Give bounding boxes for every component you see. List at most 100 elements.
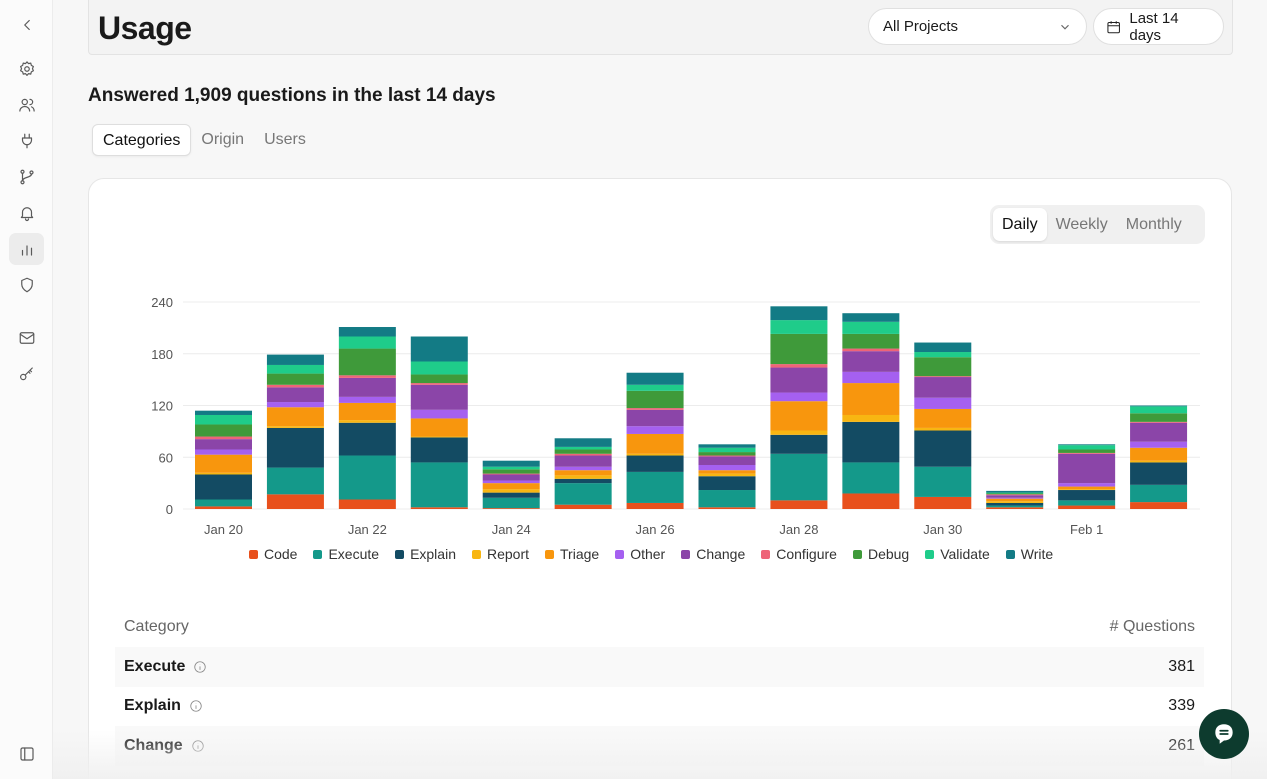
bar-segment[interactable]: [338, 375, 396, 378]
bar-segment[interactable]: [1058, 505, 1116, 509]
bar-segment[interactable]: [914, 496, 972, 509]
bar-segment[interactable]: [1130, 413, 1188, 422]
bar-segment[interactable]: [770, 320, 828, 334]
bar-segment[interactable]: [554, 438, 612, 447]
bar-segment[interactable]: [914, 357, 972, 377]
bar-segment[interactable]: [338, 348, 396, 376]
legend-item[interactable]: Other: [615, 546, 665, 562]
bar-segment[interactable]: [1058, 486, 1116, 490]
bar-segment[interactable]: [914, 377, 972, 398]
bar-segment[interactable]: [770, 367, 828, 393]
bar-segment[interactable]: [842, 371, 900, 384]
bar-segment[interactable]: [698, 456, 756, 466]
bar-segment[interactable]: [482, 492, 540, 498]
bar-segment[interactable]: [770, 434, 828, 454]
bar-segment[interactable]: [195, 474, 252, 500]
bar-segment[interactable]: [1130, 447, 1188, 461]
bar-segment[interactable]: [698, 507, 756, 509]
bar-segment[interactable]: [986, 505, 1044, 508]
bar-segment[interactable]: [986, 493, 1044, 495]
bar-segment[interactable]: [1130, 502, 1188, 509]
bar-segment[interactable]: [410, 374, 468, 384]
bar-segment[interactable]: [626, 372, 684, 385]
bar-segment[interactable]: [1058, 445, 1116, 450]
bar-segment[interactable]: [195, 506, 252, 509]
bar-segment[interactable]: [554, 504, 612, 509]
legend-item[interactable]: Write: [1005, 546, 1053, 562]
info-icon[interactable]: [189, 699, 203, 713]
legend-item[interactable]: Change: [681, 546, 745, 562]
bar-segment[interactable]: [338, 455, 396, 500]
bar-segment[interactable]: [266, 384, 324, 388]
bar-segment[interactable]: [1130, 422, 1188, 442]
bar-segment[interactable]: [410, 383, 468, 385]
legend-item[interactable]: Explain: [395, 546, 456, 562]
bar-segment[interactable]: [986, 495, 1044, 498]
table-row[interactable]: Change 261: [115, 726, 1204, 766]
bar-segment[interactable]: [1058, 453, 1116, 484]
bar-segment[interactable]: [266, 467, 324, 495]
bar-segment[interactable]: [195, 449, 252, 455]
bar-segment[interactable]: [266, 402, 324, 408]
bar-segment[interactable]: [914, 376, 972, 378]
bar-segment[interactable]: [554, 475, 612, 479]
bar-segment[interactable]: [1058, 500, 1116, 506]
bar-segment[interactable]: [554, 455, 612, 467]
bar-segment[interactable]: [338, 499, 396, 509]
bar-segment[interactable]: [554, 449, 612, 454]
bar-segment[interactable]: [698, 476, 756, 491]
bar-segment[interactable]: [1130, 421, 1188, 423]
bar-segment[interactable]: [195, 424, 252, 437]
bar-segment[interactable]: [195, 436, 252, 440]
legend-item[interactable]: Debug: [852, 546, 909, 562]
bar-segment[interactable]: [842, 493, 900, 509]
users-icon[interactable]: [9, 89, 44, 121]
bar-segment[interactable]: [770, 453, 828, 501]
bar-segment[interactable]: [770, 364, 828, 368]
key-icon[interactable]: [9, 358, 44, 390]
bar-segment[interactable]: [842, 321, 900, 334]
bar-segment[interactable]: [770, 333, 828, 365]
bar-segment[interactable]: [914, 408, 972, 428]
plug-icon[interactable]: [9, 125, 44, 157]
bell-icon[interactable]: [9, 197, 44, 229]
bar-segment[interactable]: [698, 465, 756, 471]
bar-segment[interactable]: [770, 306, 828, 321]
legend-item[interactable]: Code: [249, 546, 297, 562]
bar-segment[interactable]: [1130, 460, 1188, 463]
bar-segment[interactable]: [842, 313, 900, 322]
bar-segment[interactable]: [195, 454, 252, 473]
bar-segment[interactable]: [266, 354, 324, 365]
bar-segment[interactable]: [195, 499, 252, 507]
bar-segment[interactable]: [1130, 462, 1188, 485]
bar-segment[interactable]: [195, 414, 252, 425]
bar-segment[interactable]: [338, 396, 396, 403]
bar-segment[interactable]: [914, 352, 972, 358]
bar-segment[interactable]: [770, 401, 828, 431]
chat-button[interactable]: [1199, 709, 1249, 759]
date-range-button[interactable]: Last 14 days: [1093, 8, 1224, 45]
legend-item[interactable]: Validate: [925, 546, 990, 562]
bar-segment[interactable]: [626, 471, 684, 503]
shield-icon[interactable]: [9, 269, 44, 301]
settings-icon[interactable]: [9, 53, 44, 85]
bar-segment[interactable]: [1130, 441, 1188, 448]
bar-segment[interactable]: [1130, 484, 1188, 503]
granularity-daily[interactable]: Daily: [993, 208, 1047, 241]
bar-segment[interactable]: [266, 426, 324, 428]
bar-segment[interactable]: [626, 408, 684, 410]
legend-item[interactable]: Report: [471, 546, 529, 562]
bar-segment[interactable]: [410, 462, 468, 508]
bar-segment[interactable]: [410, 409, 468, 419]
bar-segment[interactable]: [410, 507, 468, 509]
bar-segment[interactable]: [554, 446, 612, 450]
bar-segment[interactable]: [770, 430, 828, 435]
granularity-monthly[interactable]: Monthly: [1125, 216, 1182, 233]
bar-segment[interactable]: [482, 480, 540, 484]
bar-segment[interactable]: [770, 500, 828, 509]
bar-segment[interactable]: [914, 466, 972, 497]
bar-segment[interactable]: [698, 470, 756, 474]
info-icon[interactable]: [191, 739, 205, 753]
bar-segment[interactable]: [914, 397, 972, 409]
bar-segment[interactable]: [626, 426, 684, 434]
